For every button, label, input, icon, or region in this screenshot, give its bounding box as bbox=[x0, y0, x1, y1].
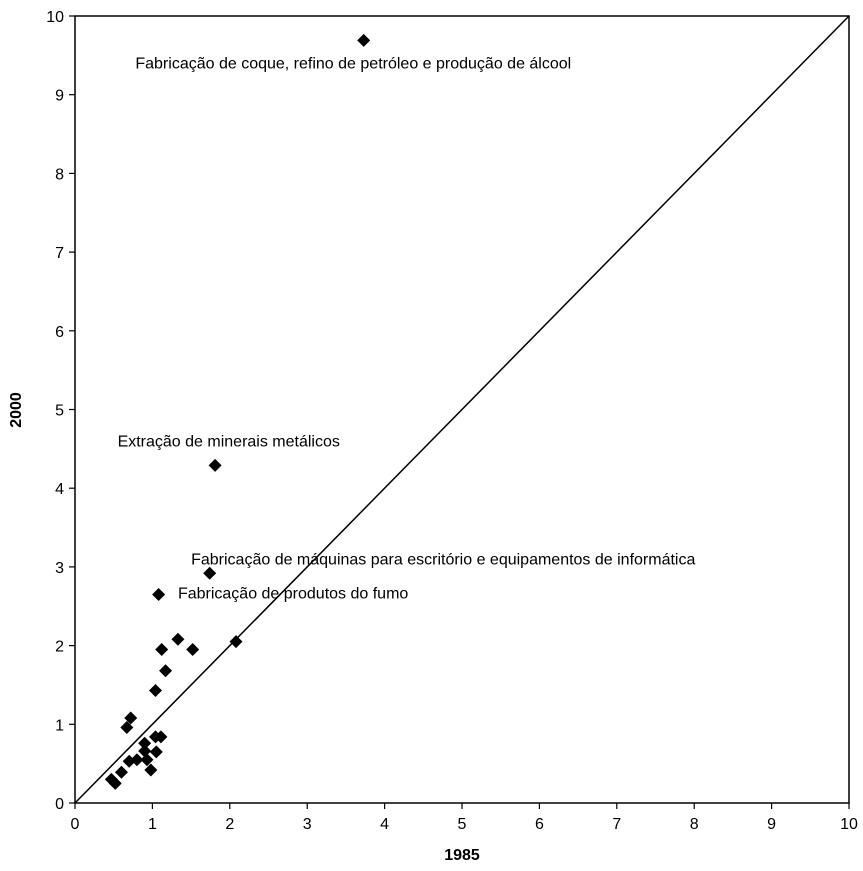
point-annotation: Fabricação de máquinas para escritório e… bbox=[191, 552, 695, 569]
data-point bbox=[171, 632, 185, 646]
y-tick-label: 1 bbox=[55, 717, 64, 734]
data-point bbox=[114, 765, 128, 779]
x-tick-label: 3 bbox=[303, 816, 312, 833]
x-tick-label: 1 bbox=[148, 816, 157, 833]
data-point bbox=[148, 730, 162, 744]
diagonal-reference-line bbox=[74, 15, 850, 804]
x-axis-label: 1985 bbox=[444, 847, 480, 864]
y-tick-label: 7 bbox=[55, 245, 64, 262]
data-point bbox=[155, 643, 169, 657]
data-point bbox=[148, 683, 162, 697]
x-tick-label: 0 bbox=[71, 816, 80, 833]
data-point bbox=[186, 643, 200, 657]
data-point bbox=[357, 33, 371, 47]
data-point bbox=[122, 754, 136, 768]
data-point bbox=[159, 664, 173, 678]
x-tick-label: 4 bbox=[380, 816, 389, 833]
data-point bbox=[140, 753, 154, 767]
data-point bbox=[208, 458, 222, 472]
data-point bbox=[138, 736, 152, 750]
data-point bbox=[108, 776, 122, 790]
y-tick-label: 2 bbox=[55, 639, 64, 656]
reference-line-group bbox=[74, 15, 850, 804]
y-tick-label: 10 bbox=[46, 9, 64, 26]
x-tick-label: 6 bbox=[535, 816, 544, 833]
data-point bbox=[152, 587, 166, 601]
y-tick-label: 9 bbox=[55, 88, 64, 105]
x-tick-label: 7 bbox=[612, 816, 621, 833]
point-annotation: Fabricação de coque, refino de petróleo … bbox=[135, 56, 571, 73]
x-tick-label: 2 bbox=[225, 816, 234, 833]
y-tick-label: 8 bbox=[55, 166, 64, 183]
point-annotations: Fabricação de coque, refino de petróleo … bbox=[118, 56, 696, 603]
data-point bbox=[124, 711, 138, 725]
y-tick-label: 5 bbox=[55, 403, 64, 420]
point-annotation: Extração de minerais metálicos bbox=[118, 433, 340, 450]
y-axis-label: 2000 bbox=[8, 392, 25, 428]
y-tick-label: 0 bbox=[55, 796, 64, 813]
data-point bbox=[120, 720, 134, 734]
data-point bbox=[149, 745, 163, 759]
data-point bbox=[203, 566, 217, 580]
point-annotation: Fabricação de produtos do fumo bbox=[178, 585, 408, 602]
x-axis-ticks: 0 1 2 3 4 5 6 7 8 9 10 bbox=[71, 803, 858, 833]
y-tick-label: 6 bbox=[55, 324, 64, 341]
x-tick-label: 5 bbox=[458, 816, 467, 833]
data-points bbox=[104, 33, 371, 790]
x-tick-label: 8 bbox=[690, 816, 699, 833]
y-tick-label: 4 bbox=[55, 481, 64, 498]
data-point bbox=[144, 763, 158, 777]
y-tick-label: 3 bbox=[55, 560, 64, 577]
y-axis-ticks: 0 1 2 3 4 5 6 7 8 9 10 bbox=[46, 9, 75, 813]
x-tick-label: 9 bbox=[767, 816, 776, 833]
x-tick-label: 10 bbox=[840, 816, 858, 833]
data-point bbox=[229, 635, 243, 649]
